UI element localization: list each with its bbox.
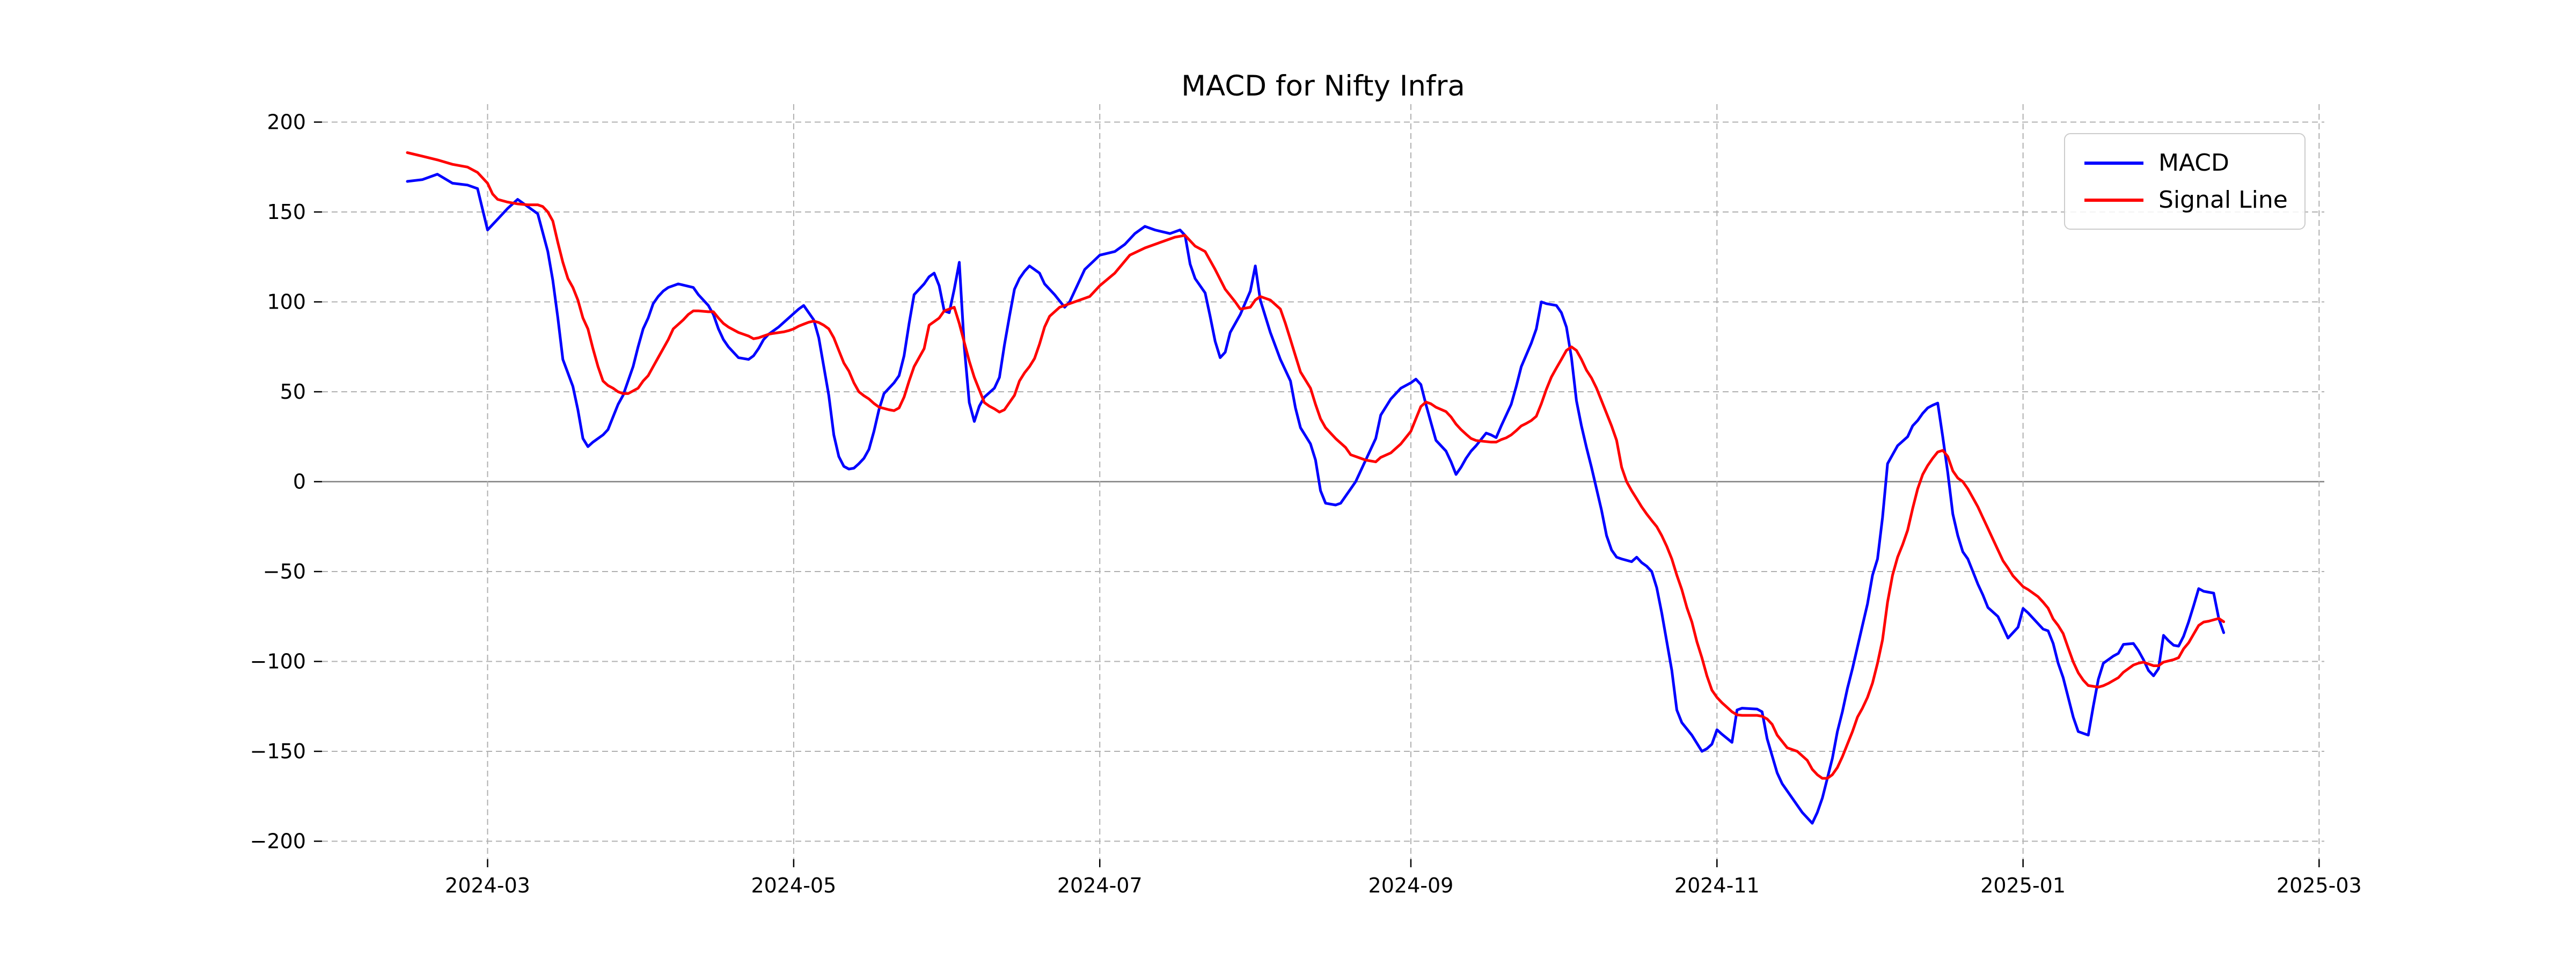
x-tick-label: 2025-01 xyxy=(1980,874,2066,897)
x-tick-label: 2024-11 xyxy=(1674,874,1760,897)
y-tick-label: 200 xyxy=(267,111,306,134)
chart-title: MACD for Nifty Infra xyxy=(1181,70,1465,103)
macd-legend-label: MACD xyxy=(2158,149,2229,177)
macd-line xyxy=(406,173,2226,825)
y-tick-label: −150 xyxy=(250,740,306,763)
legend-row-signal: Signal Line xyxy=(2065,186,2304,214)
x-tick-label: 2024-03 xyxy=(445,874,530,897)
x-tick-label: 2024-05 xyxy=(751,874,837,897)
signal-line xyxy=(406,151,2226,780)
x-tick-label: 2024-09 xyxy=(1368,874,1454,897)
y-tick-label: −200 xyxy=(250,830,306,853)
x-tick-label: 2025-03 xyxy=(2277,874,2362,897)
signal-legend-line xyxy=(2084,198,2143,202)
y-tick-label: −50 xyxy=(263,560,306,583)
legend-row-macd: MACD xyxy=(2065,149,2304,177)
x-tick-label: 2024-07 xyxy=(1057,874,1143,897)
signal-legend-label: Signal Line xyxy=(2158,186,2288,214)
y-tick-label: 0 xyxy=(293,470,306,494)
legend-box: MACD Signal Line xyxy=(2064,133,2306,230)
macd-legend-line xyxy=(2084,161,2143,165)
y-tick-label: 50 xyxy=(280,380,306,404)
y-tick-label: 150 xyxy=(267,200,306,224)
y-tick-label: 100 xyxy=(267,290,306,314)
y-tick-label: −100 xyxy=(250,650,306,674)
